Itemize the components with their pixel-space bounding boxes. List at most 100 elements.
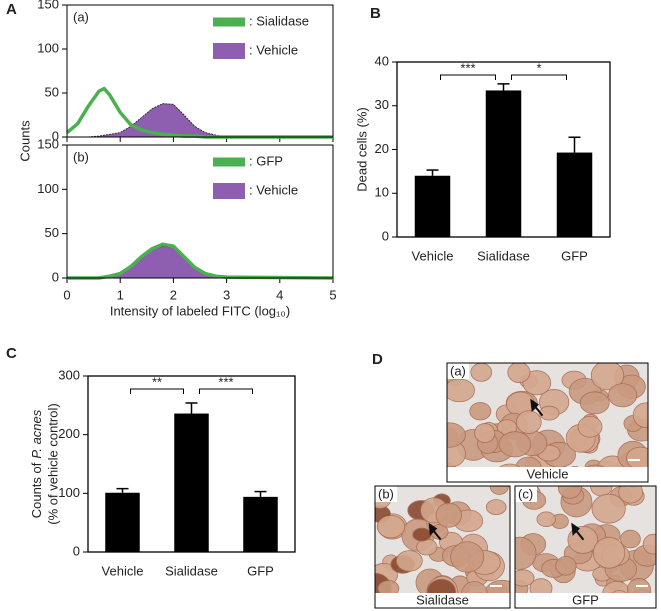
- significance-label: ***: [460, 60, 475, 75]
- significance-bracket: [130, 388, 184, 394]
- cell: [536, 511, 556, 527]
- x-tick-label: 4: [276, 287, 283, 302]
- micrograph: [447, 363, 648, 482]
- cell: [608, 383, 638, 408]
- cell: [626, 446, 648, 470]
- significance-bracket: [440, 74, 496, 80]
- caption-strip: [515, 593, 656, 608]
- cell: [447, 422, 466, 448]
- bar: [243, 496, 278, 552]
- cell: [469, 402, 492, 421]
- x-tick-label: Vehicle: [102, 563, 144, 578]
- y-tick-label: 0: [52, 128, 59, 143]
- x-tick-label: Sialidase: [165, 563, 218, 578]
- tag-strip: [375, 486, 397, 502]
- cell: [474, 423, 496, 444]
- legend-swatch: [213, 43, 245, 59]
- bar: [414, 175, 451, 237]
- caption-strip: [375, 593, 510, 608]
- y-axis-label: Dead cells (%): [354, 107, 369, 192]
- y-tick-label: 100: [58, 485, 80, 500]
- cell: [450, 541, 485, 573]
- y-axis-label: Counts: [17, 120, 32, 162]
- micrograph: [375, 486, 510, 608]
- y-tick-label: 100: [37, 40, 59, 55]
- cell: [555, 556, 577, 576]
- histogram-area: [67, 245, 333, 279]
- histogram-area: [67, 103, 333, 138]
- panel-letter: A: [6, 1, 17, 18]
- cell: [557, 486, 582, 499]
- legend-label: : Sialidase: [249, 13, 309, 28]
- x-tick-label: GFP: [561, 248, 588, 263]
- cell: [412, 527, 432, 542]
- cell: [485, 499, 507, 515]
- cell: [592, 537, 626, 569]
- micrograph-frame: [374, 485, 511, 609]
- y-tick-label: 20: [375, 141, 389, 156]
- x-tick-label: 3: [223, 287, 230, 302]
- x-tick-label: Sialidase: [477, 248, 530, 263]
- x-tick-label: 1: [117, 287, 124, 302]
- cell: [515, 536, 537, 570]
- cell: [642, 533, 656, 555]
- y-tick-label: 0: [382, 228, 389, 243]
- cell: [515, 569, 535, 587]
- y-tick-label: 150: [37, 136, 59, 151]
- legend-label: : Vehicle: [249, 42, 298, 57]
- cell: [435, 502, 463, 528]
- significance-bracket: [511, 74, 567, 80]
- micrograph-frame: [514, 485, 657, 609]
- legend-swatch: [213, 17, 245, 27]
- micrograph-caption: GFP: [572, 592, 599, 607]
- plot-frame: [66, 4, 334, 138]
- y-axis-label-part: Counts of: [29, 462, 44, 518]
- y-axis-label-part: P. acnes: [29, 409, 44, 458]
- cell: [579, 391, 610, 415]
- plot-frame: [66, 144, 334, 279]
- y-axis-label: (% of vehicle control): [45, 403, 60, 524]
- legend-label: : GFP: [249, 153, 283, 168]
- significance-label: **: [152, 374, 162, 389]
- legend-label: : Vehicle: [249, 182, 298, 197]
- cell: [507, 363, 531, 383]
- y-tick-label: 0: [73, 543, 80, 558]
- micrograph-frame: [446, 362, 649, 483]
- legend-swatch: [213, 157, 245, 167]
- y-tick-label: 10: [375, 185, 389, 200]
- panel-tag: (b): [73, 149, 89, 164]
- micrograph-tag: (a): [450, 363, 466, 378]
- cell: [470, 363, 493, 382]
- y-tick-label: 50: [45, 84, 59, 99]
- micrograph-tag: (b): [378, 486, 394, 501]
- tag-strip: [515, 486, 537, 502]
- cell: [515, 410, 542, 434]
- x-tick-label: Vehicle: [412, 248, 454, 263]
- caption-strip: [447, 467, 648, 482]
- cell: [376, 515, 406, 539]
- cell: [590, 363, 625, 391]
- bar: [556, 152, 593, 237]
- x-tick-label: 5: [329, 287, 336, 302]
- y-tick-label: 30: [375, 97, 389, 112]
- y-axis-label: Counts of P. acnes: [29, 409, 44, 518]
- significance-label: ***: [218, 374, 233, 389]
- x-axis-label: Intensity of labeled FITC (log₁₀): [110, 303, 290, 318]
- micrograph-caption: Sialidase: [416, 592, 469, 607]
- micrograph-caption: Vehicle: [527, 466, 569, 481]
- cell: [522, 370, 552, 396]
- arrow: [571, 522, 585, 541]
- panel-tag: (a): [73, 9, 89, 24]
- cell: [620, 529, 641, 549]
- micrograph: [515, 486, 656, 608]
- panel-letter: C: [6, 345, 17, 362]
- significance-label: *: [536, 60, 541, 75]
- y-tick-label: 200: [58, 426, 80, 441]
- cell: [539, 405, 560, 421]
- bar: [485, 90, 522, 237]
- panel-letter: D: [372, 351, 383, 368]
- bar: [105, 492, 140, 552]
- y-tick-label: 40: [375, 53, 389, 68]
- bar: [174, 413, 209, 552]
- arrow: [428, 522, 442, 541]
